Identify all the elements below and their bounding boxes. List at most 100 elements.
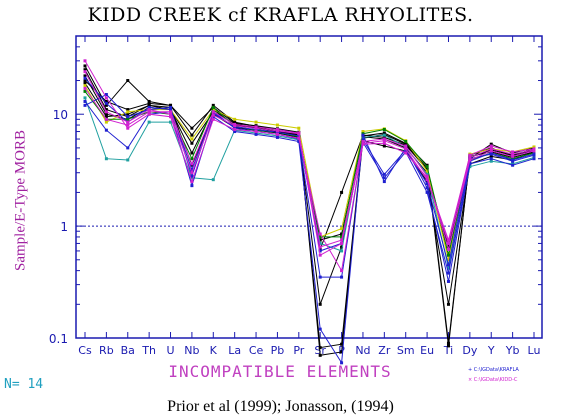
data-point [147,120,151,124]
data-point [361,133,365,137]
data-point [446,247,450,251]
data-point [340,350,344,354]
data-point [361,142,365,146]
data-point [169,105,173,109]
data-point [382,137,386,141]
data-point [83,96,87,100]
data-point [340,269,344,273]
legend-entry-krafla: + C:\IGData\KRAFLA [468,367,519,373]
data-point [425,169,429,173]
data-point [446,238,450,242]
data-point [83,86,87,90]
data-point [190,174,194,178]
data-point [83,79,87,83]
data-point [190,141,194,145]
data-point [468,153,472,157]
data-point [190,176,194,180]
data-point [104,96,108,100]
data-point [489,147,493,151]
data-point [382,180,386,184]
data-point [532,145,536,149]
data-point [511,159,515,163]
data-point [190,180,194,184]
data-point [233,117,237,121]
data-point [126,108,130,112]
data-point [489,152,493,156]
data-point [425,165,429,169]
data-point [425,178,429,182]
x-tick-label: U [166,344,174,357]
data-point [126,115,130,119]
data-point [126,110,130,114]
data-point [511,150,515,154]
x-axis-label: INCOMPATIBLE ELEMENTS [168,362,392,381]
data-point [340,238,344,242]
x-tick-label: Nb [184,344,199,357]
data-point [190,171,194,175]
plot-frame [75,35,543,339]
data-point [190,151,194,155]
chart-title: KIDD CREEK cf KRAFLA RHYOLITES. [87,4,474,26]
x-tick-label: Zr [378,344,391,357]
data-point [318,245,322,249]
data-point [361,138,365,142]
data-point [233,122,237,126]
y-tick-label: 1 [60,220,68,234]
data-point [211,105,215,109]
data-point [126,146,130,150]
data-point [190,137,194,141]
data-point [425,182,429,186]
data-point [126,123,130,127]
x-tick-label: Sr [314,344,326,357]
data-point [340,342,344,346]
x-tick-label: Ba [121,344,135,357]
data-point [211,103,215,107]
x-tick-label: Dy [462,344,477,357]
data-point [83,103,87,107]
data-point [318,235,322,239]
data-point [147,112,151,116]
data-point [446,279,450,283]
data-point [318,249,322,253]
data-point [318,238,322,242]
x-tick-label: Yb [505,344,520,357]
x-tick-label: Y [487,344,495,357]
y-axis-label: Sample/E-Type MORB [12,129,29,272]
data-point [425,172,429,176]
x-tick-label: Ti [443,344,453,357]
data-point [340,190,344,194]
data-point [297,126,301,130]
x-tick-label: La [228,344,241,357]
data-point [489,149,493,153]
data-point [126,117,130,121]
data-point [340,227,344,231]
data-point [147,110,151,114]
series-line-3 [84,75,535,349]
data-point [446,263,450,267]
data-point [233,130,237,134]
data-point [382,144,386,148]
data-point [340,249,344,253]
data-point [446,258,450,262]
data-point [233,128,237,132]
data-point [382,172,386,176]
data-point [83,70,87,74]
data-point [211,108,215,112]
data-point [104,108,108,112]
x-tick-label: Pr [293,344,304,357]
data-point [318,327,322,331]
data-point [404,142,408,146]
data-point [211,178,215,182]
data-point [147,105,151,109]
data-point [104,99,108,103]
x-tick-label: Th [141,344,156,357]
data-point [275,123,279,127]
data-point [104,101,108,105]
data-point [190,184,194,188]
data-point [511,163,515,167]
data-point [83,81,87,85]
data-point [169,120,173,124]
series-line-9 [84,101,535,365]
series-line-4 [84,80,535,356]
